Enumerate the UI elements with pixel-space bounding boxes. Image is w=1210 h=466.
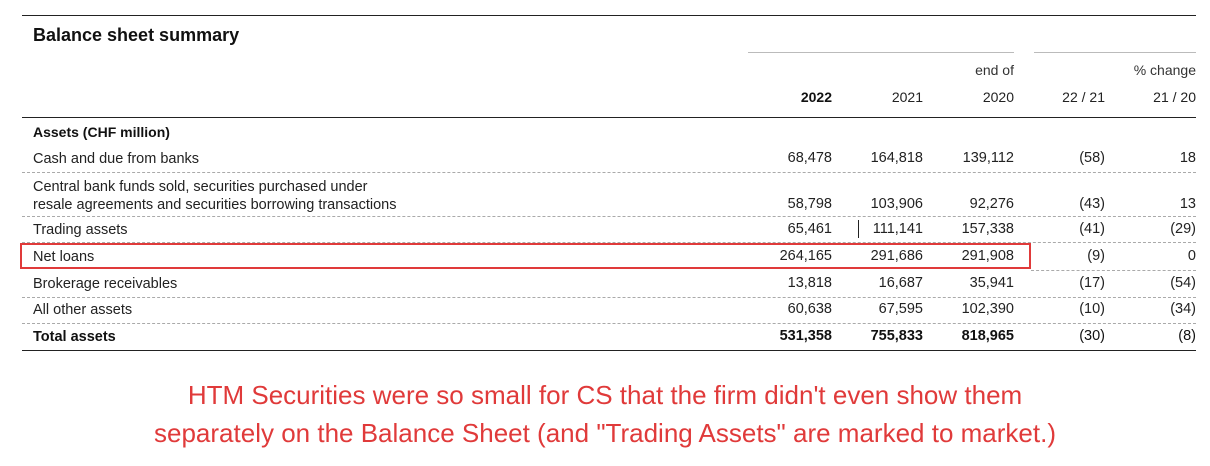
table-row: Cash and due from banks 68,478 164,818 1… — [22, 150, 1196, 168]
table-row-total: Total assets 531,358 755,833 818,965 (30… — [22, 328, 1196, 346]
cell-21-20: 13 — [1179, 196, 1196, 212]
table-row-highlighted: Net loans 264,165 291,686 291,908 (9) 0 — [22, 248, 1196, 266]
cell-2021: 111,141 — [872, 221, 923, 237]
cell-22-21: (9) — [1087, 248, 1105, 264]
col-header-2020: 2020 — [982, 89, 1014, 105]
section-heading: Assets (CHF million) — [33, 124, 170, 140]
group-label-pct-change: % change — [1133, 62, 1196, 78]
row-divider — [22, 242, 1196, 243]
cell-2021: 291,686 — [870, 248, 923, 264]
row-label: Trading assets — [33, 222, 128, 238]
col-header-21-20: 21 / 20 — [1153, 89, 1196, 105]
pct-change-rule — [1034, 52, 1196, 53]
col-header-2021: 2021 — [891, 89, 923, 105]
cell-21-20: 0 — [1187, 248, 1196, 264]
row-divider — [22, 323, 1196, 324]
row-label: All other assets — [33, 302, 133, 318]
cell-2022: 58,798 — [787, 196, 832, 212]
cell-22-21: (41) — [1079, 221, 1105, 237]
col-header-22-21: 22 / 21 — [1062, 89, 1105, 105]
cell-2020: 102,390 — [961, 301, 1014, 317]
end-of-rule — [748, 52, 1014, 53]
row-divider — [22, 216, 1196, 217]
cell-21-20: (29) — [1170, 221, 1196, 237]
row-label: Net loans — [33, 249, 95, 265]
cell-2020: 157,338 — [961, 221, 1014, 237]
row-label: Cash and due from banks — [33, 151, 200, 167]
annotation-text: HTM Securities were so small for CS that… — [0, 376, 1210, 452]
cell-2021: 67,595 — [878, 301, 923, 317]
row-label-line1: Central bank funds sold, securities purc… — [33, 179, 368, 195]
top-rule — [22, 15, 1196, 16]
table-row: Trading assets 65,461 111,141 157,338 (4… — [22, 221, 1196, 239]
cell-2022: 13,818 — [787, 275, 832, 291]
table-row: All other assets 60,638 67,595 102,390 (… — [22, 301, 1196, 319]
table-row: Brokerage receivables 13,818 16,687 35,9… — [22, 275, 1196, 293]
bottom-rule — [22, 350, 1196, 351]
cell-2021: 755,833 — [870, 328, 923, 344]
cell-2020: 92,276 — [969, 196, 1014, 212]
annotation-line-2: separately on the Balance Sheet (and "Tr… — [154, 418, 1056, 448]
cell-2022: 60,638 — [787, 301, 832, 317]
cell-22-21: (17) — [1079, 275, 1105, 291]
cell-21-20: (34) — [1170, 301, 1196, 317]
cell-2020: 139,112 — [962, 150, 1014, 166]
cell-2022: 531,358 — [779, 328, 832, 344]
cell-2021: 16,687 — [878, 275, 923, 291]
row-divider — [1031, 270, 1196, 271]
annotation-line-1: HTM Securities were so small for CS that… — [187, 380, 1023, 410]
row-label: resale agreements and securities borrowi… — [33, 197, 397, 213]
cell-2020: 818,965 — [961, 328, 1014, 344]
cell-22-21: (43) — [1079, 196, 1105, 212]
table-row: Central bank funds sold, securities purc… — [22, 178, 1196, 214]
cell-2021: 164,818 — [870, 150, 923, 166]
row-label: Total assets — [33, 329, 116, 345]
cell-2022: 65,461 — [787, 221, 832, 237]
cell-22-21: (58) — [1079, 150, 1105, 166]
cell-2020: 35,941 — [969, 275, 1014, 291]
table-title: Balance sheet summary — [33, 25, 240, 45]
text-cursor — [858, 220, 859, 238]
cell-2022: 264,165 — [779, 248, 832, 264]
row-divider — [22, 297, 1196, 298]
row-divider — [22, 172, 1196, 173]
row-label: Brokerage receivables — [33, 276, 178, 292]
cell-2022: 68,478 — [787, 150, 832, 166]
header-rule — [22, 117, 1196, 118]
cell-21-20: (54) — [1170, 275, 1196, 291]
group-label-end-of: end of — [975, 62, 1014, 78]
cell-21-20: 18 — [1179, 150, 1196, 166]
highlight-box — [20, 243, 1031, 269]
cell-2020: 291,908 — [961, 248, 1014, 264]
cell-2021: 103,906 — [870, 196, 923, 212]
cell-21-20: (8) — [1178, 328, 1196, 344]
cell-22-21: (10) — [1079, 301, 1105, 317]
cell-22-21: (30) — [1079, 328, 1105, 344]
col-header-2022: 2022 — [800, 89, 832, 105]
